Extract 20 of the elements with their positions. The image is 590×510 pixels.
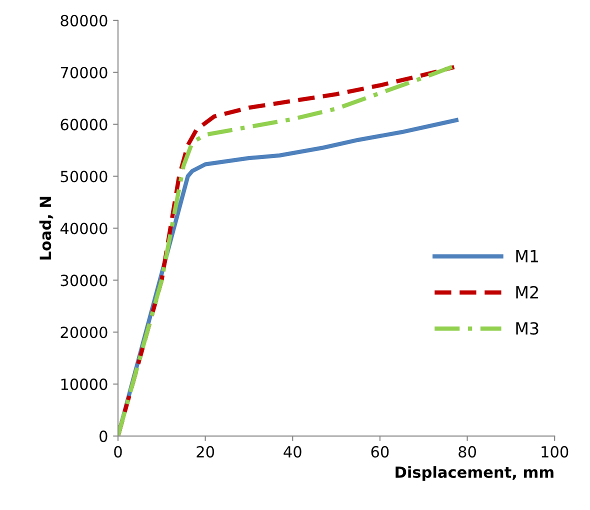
x-tick-label: 20 bbox=[196, 446, 214, 458]
y-axis-title: Load, N bbox=[39, 196, 54, 260]
y-tick-label: 50000 bbox=[60, 170, 108, 182]
legend-label: M1 bbox=[516, 250, 538, 262]
y-tick-label: 10000 bbox=[61, 378, 108, 390]
x-axis-title: Displacement, mm bbox=[396, 466, 554, 481]
y-tick-label: 70000 bbox=[60, 66, 108, 78]
x-tick-label: 0 bbox=[114, 446, 122, 458]
y-tick-label: 20000 bbox=[60, 326, 108, 338]
y-tick-label: 80000 bbox=[60, 14, 108, 26]
y-tick-label: 0 bbox=[100, 430, 108, 442]
x-tick-label: 60 bbox=[371, 446, 389, 458]
x-tick-label: 80 bbox=[458, 446, 476, 458]
legend-label: M2 bbox=[516, 286, 538, 298]
x-tick-label: 100 bbox=[542, 446, 568, 458]
y-tick-label: 60000 bbox=[60, 118, 108, 130]
y-tick-label: 30000 bbox=[60, 274, 108, 286]
y-tick-label: 40000 bbox=[60, 222, 108, 234]
x-tick-label: 40 bbox=[284, 446, 302, 458]
legend-label: M3 bbox=[516, 322, 538, 335]
